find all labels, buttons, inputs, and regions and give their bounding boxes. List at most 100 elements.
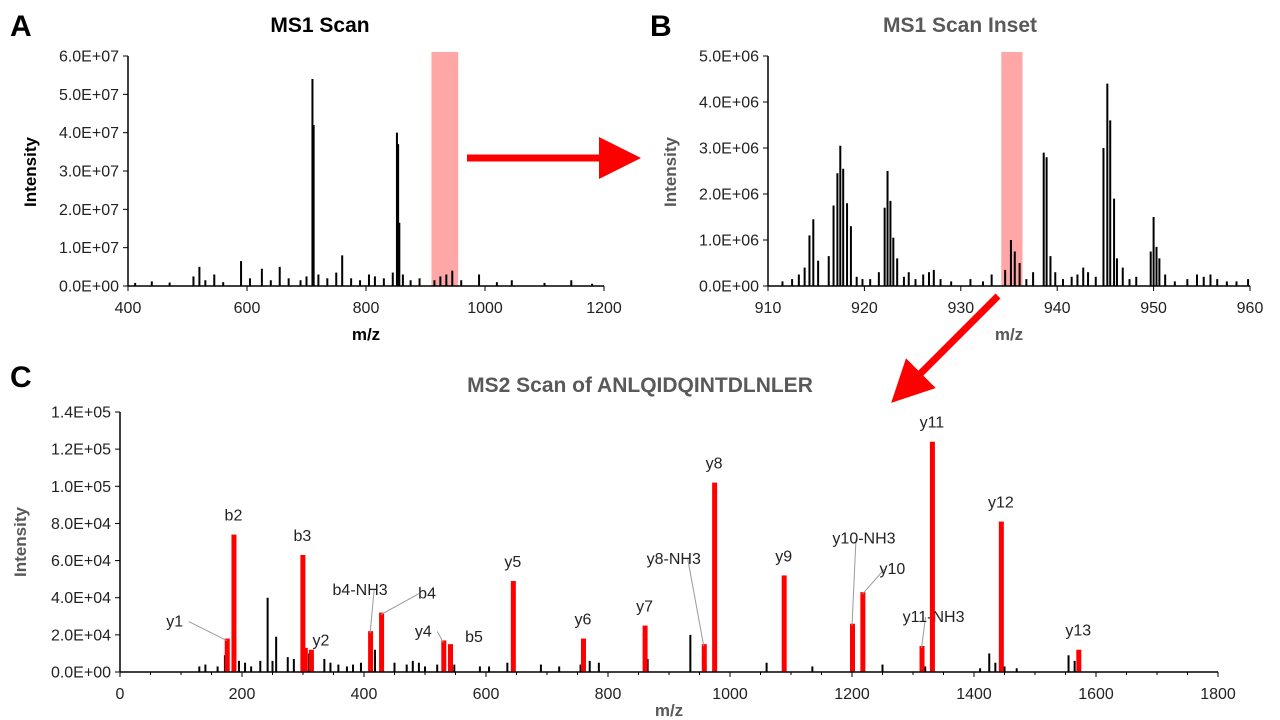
peak-label: b5	[465, 629, 483, 646]
labeled-peak	[850, 623, 855, 672]
y-tick-label: 1.4E+05	[51, 405, 111, 422]
label-leader-line	[380, 593, 420, 616]
panel-letter-b: B	[650, 10, 672, 43]
labeled-peak	[231, 534, 237, 672]
y-tick-label: 1.0E+07	[59, 240, 119, 257]
x-tick-label: 200	[229, 686, 256, 703]
y-tick-label: 0.0E+00	[51, 665, 111, 682]
labeled-peak	[860, 592, 866, 672]
y-tick-label: 8.0E+04	[51, 516, 111, 533]
x-tick-label: 950	[1140, 300, 1167, 317]
labeled-peak	[300, 555, 306, 672]
labeled-peak	[1076, 649, 1082, 672]
x-tick-label: 930	[947, 300, 974, 317]
panel-letter-a: A	[10, 10, 32, 43]
x-tick-label: 1600	[1078, 686, 1114, 703]
y-tick-label: 5.0E+06	[699, 49, 759, 66]
y-tick-label: 1.0E+05	[51, 479, 111, 496]
x-tick-label: 400	[351, 686, 378, 703]
peak-label: y11	[920, 415, 945, 432]
chart-title: MS1 Scan	[270, 14, 369, 37]
labeled-peak	[998, 521, 1004, 672]
y-tick-label: 0.0E+00	[59, 279, 119, 296]
peak-label: b4	[418, 586, 436, 603]
chart-title: MS1 Scan Inset	[883, 14, 1037, 37]
chart-panel-c: C MS2 Scan of ANLQIDQINTDLNLER 0.0E+00 2.0E…	[10, 361, 1236, 720]
labeled-peak	[441, 640, 447, 672]
labeled-peak	[510, 581, 516, 672]
x-tick-label: 1400	[956, 686, 992, 703]
peak-label: y5	[504, 554, 521, 571]
x-tick-label: 1000	[467, 300, 503, 317]
x-tick-label: 960	[1237, 300, 1264, 317]
peak-label: y8-NH3	[647, 551, 701, 568]
peak-label: b4-NH3	[333, 582, 388, 599]
peak-label: y1	[166, 614, 183, 631]
x-tick-label: 0	[116, 686, 125, 703]
labeled-peak	[712, 482, 718, 672]
peak-label: b2	[225, 508, 243, 525]
label-leader-line	[687, 559, 705, 647]
peak-label: y12	[988, 495, 1014, 512]
y-tick-label: 1.0E+06	[699, 233, 759, 250]
peak-label: y13	[1065, 623, 1091, 640]
label-leader-line	[436, 631, 444, 643]
labeled-peak	[919, 646, 925, 672]
panel-letter-c: C	[10, 361, 32, 394]
label-leader-line	[861, 568, 885, 595]
x-tick-label: 1000	[712, 686, 748, 703]
y-tick-label: 4.0E+07	[59, 125, 119, 142]
x-tick-label: 920	[851, 300, 878, 317]
labeled-peak	[448, 644, 454, 672]
labeled-peak	[308, 649, 314, 672]
x-tick-label: 600	[473, 686, 500, 703]
peak-label: y2	[312, 633, 329, 650]
labeled-peak	[379, 612, 385, 672]
y-tick-label: 3.0E+07	[59, 164, 119, 181]
peak-label: y9	[775, 548, 792, 565]
x-tick-label: 910	[755, 300, 782, 317]
chart-panel-b: B MS1 Scan Inset 0.0E+00 1.0E+06 2.0E+06 3.0E…	[650, 10, 1263, 344]
x-tick-label: 940	[1044, 300, 1071, 317]
labeled-peak	[642, 625, 648, 672]
labeled-peak	[368, 631, 374, 672]
x-tick-label: 1200	[586, 300, 622, 317]
y-tick-label: 2.0E+04	[51, 627, 111, 644]
y-tick-label: 4.0E+04	[51, 590, 111, 607]
labeled-peak	[929, 441, 935, 672]
peak-label: b3	[293, 528, 311, 545]
x-tick-label: 800	[595, 686, 622, 703]
label-leader-line	[851, 538, 857, 626]
labeled-peak	[224, 638, 230, 672]
y-tick-label: 5.0E+07	[59, 87, 119, 104]
x-tick-label: 1800	[1200, 686, 1236, 703]
y-tick-label: 2.0E+06	[699, 187, 759, 204]
arrow-b-to-c	[891, 293, 1001, 403]
x-axis-label: m/z	[352, 325, 380, 344]
x-tick-label: 600	[234, 300, 261, 317]
peak-label: y10-NH3	[832, 531, 895, 548]
highlight-band	[431, 52, 459, 286]
x-axis-label: m/z	[995, 325, 1023, 344]
y-tick-label: 6.0E+04	[51, 553, 111, 570]
highlight-band	[1001, 52, 1023, 286]
labeled-peak	[781, 575, 787, 672]
y-tick-label: 2.0E+07	[59, 202, 119, 219]
y-axis-label: Intensity	[21, 137, 40, 207]
peak-label: y10	[879, 561, 905, 578]
y-tick-label: 0.0E+00	[699, 279, 759, 296]
label-leader-line	[188, 621, 227, 642]
chart-panel-a: A MS1 Scan 0.0E+00 1.0E+07 2.0E+07 3.0E+07 4.0…	[10, 10, 622, 344]
y-axis-label: Intensity	[661, 137, 680, 207]
labeled-peak	[302, 647, 308, 672]
chart-title: MS2 Scan of ANLQIDQINTDLNLER	[467, 374, 813, 397]
x-tick-label: 800	[353, 300, 380, 317]
y-axis-label: Intensity	[11, 507, 30, 577]
peak-label: y6	[575, 612, 592, 629]
labeled-peak	[701, 644, 707, 672]
x-tick-label: 1200	[834, 686, 870, 703]
y-tick-label: 3.0E+06	[699, 141, 759, 158]
peak-label: y8	[706, 456, 723, 473]
x-axis-label: m/z	[655, 701, 683, 720]
